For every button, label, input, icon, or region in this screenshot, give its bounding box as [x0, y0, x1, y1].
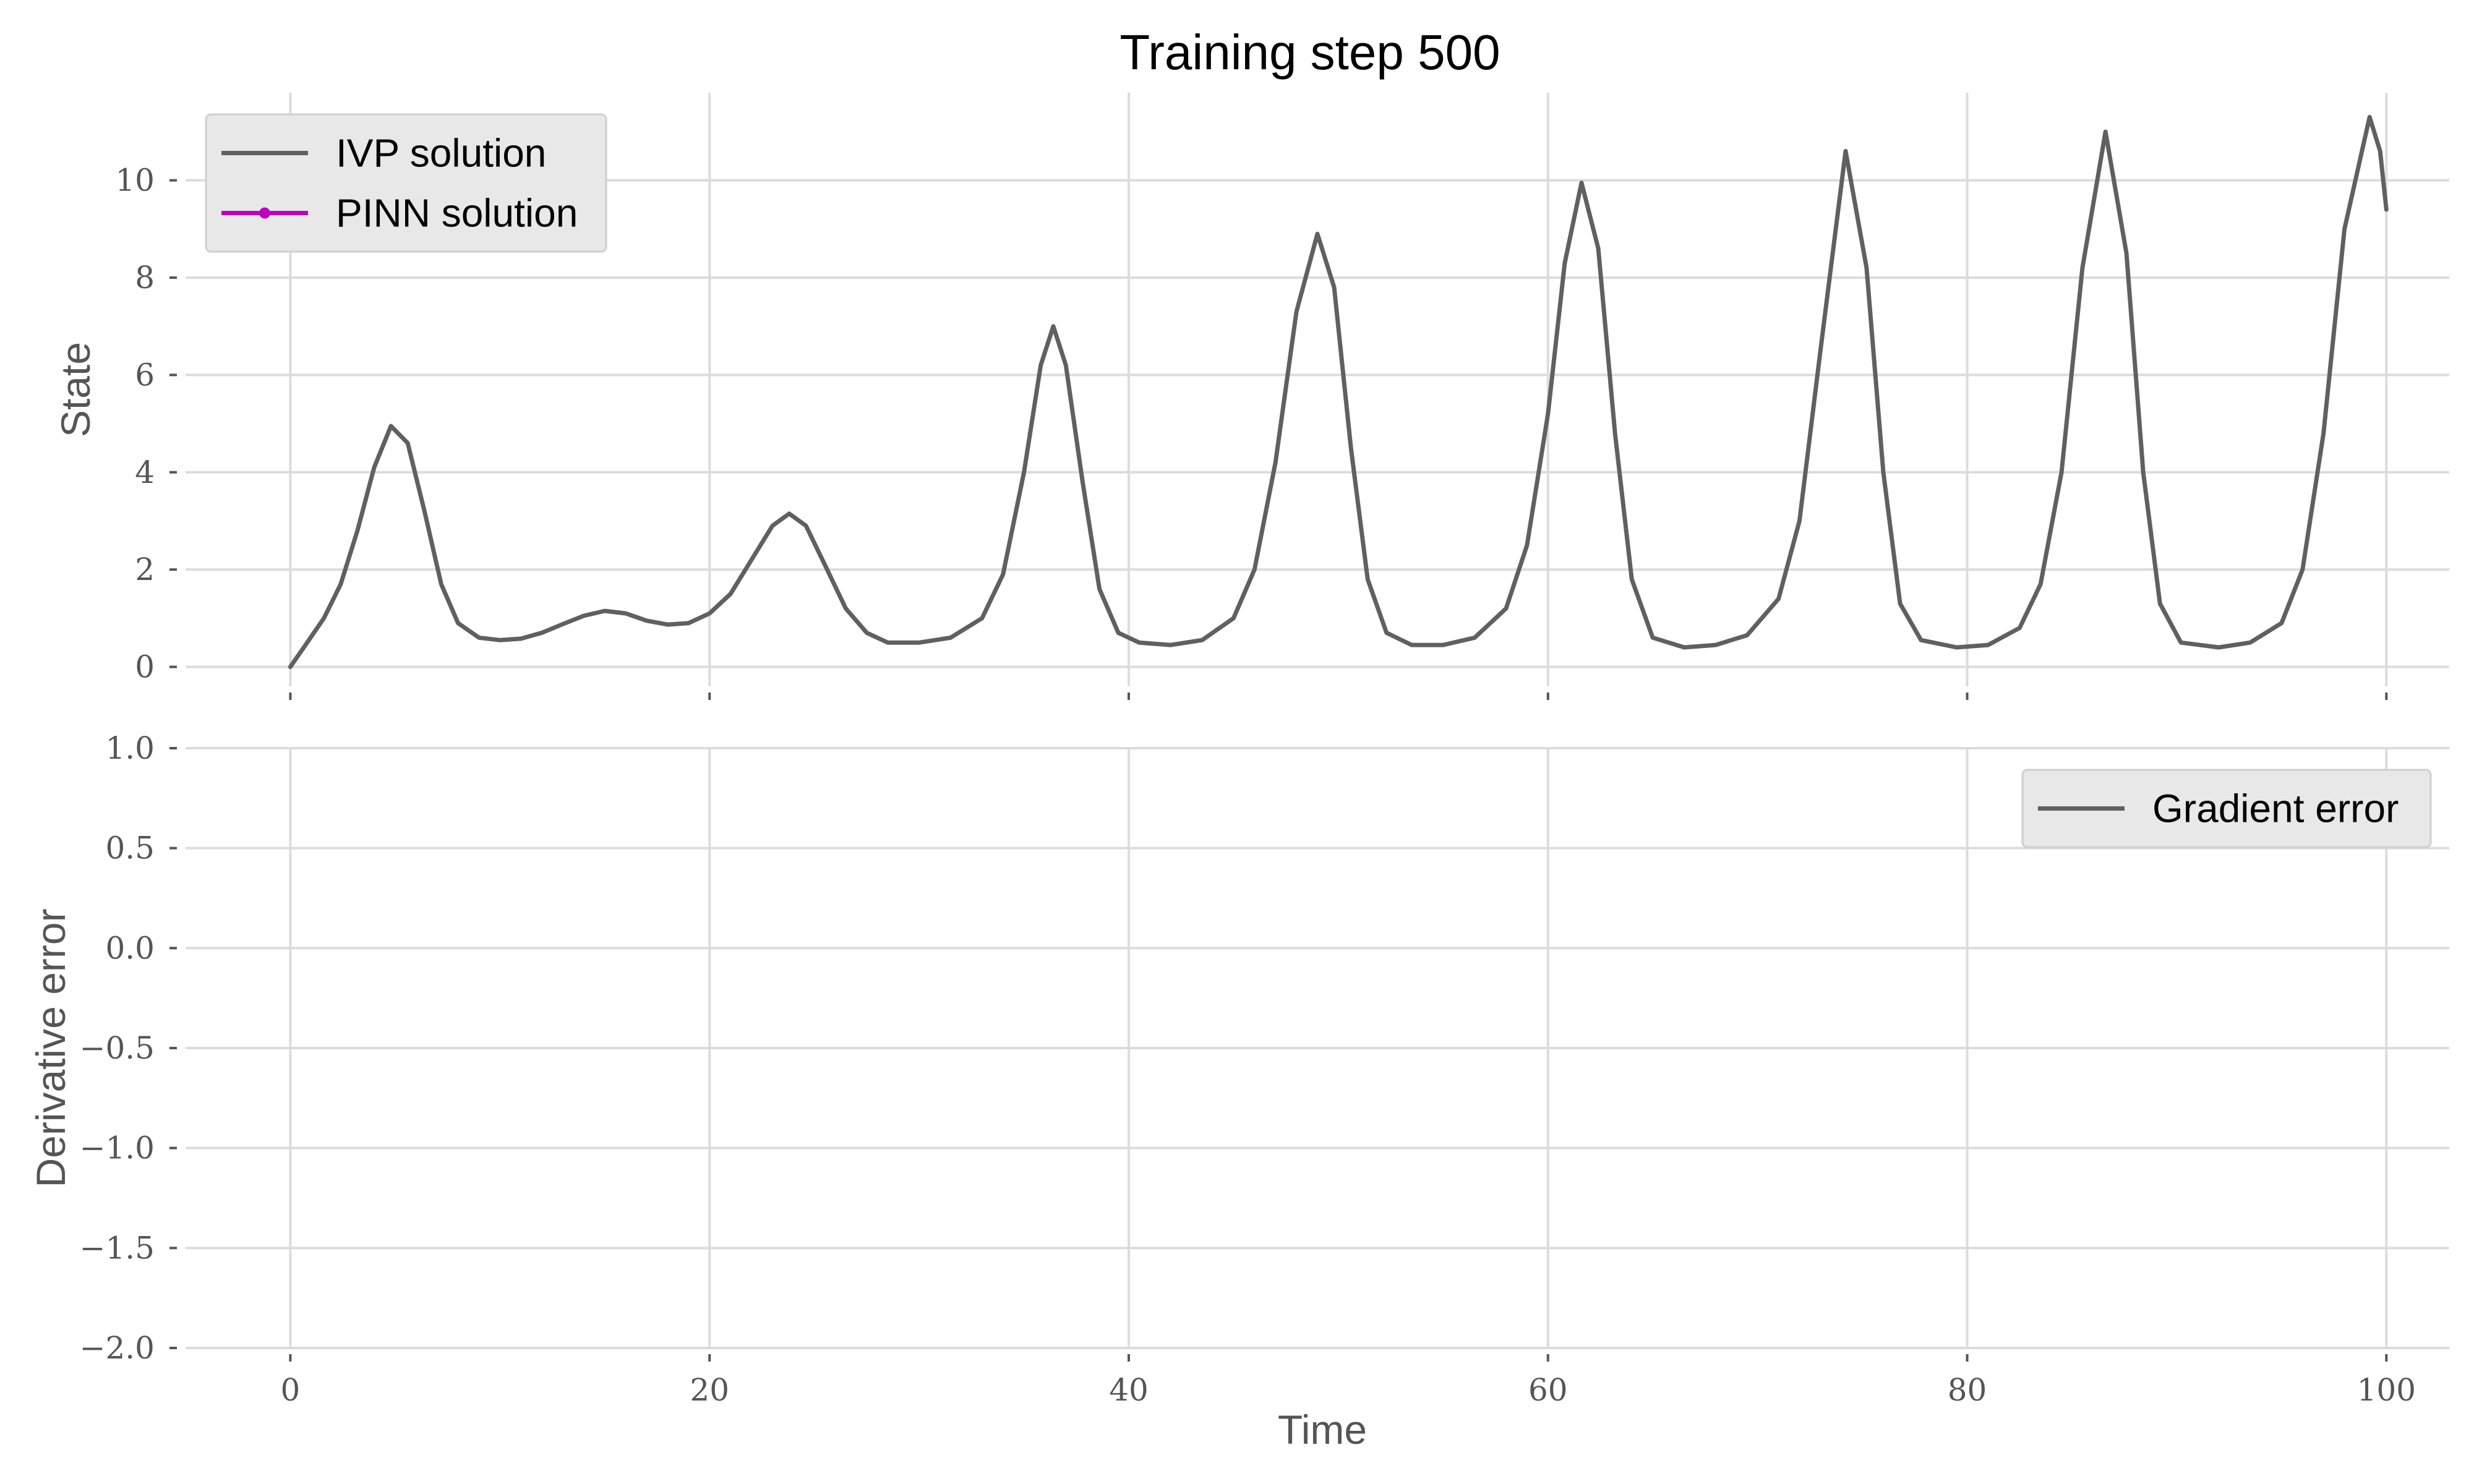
legend-label: Gradient error: [2152, 787, 2399, 831]
legend-label: IVP solution: [336, 131, 546, 176]
x-axis-label: Time: [1278, 1407, 1367, 1452]
panel2-y-tick-label: −0.5: [80, 1030, 155, 1066]
x-tick-label: 60: [1528, 1372, 1568, 1408]
panel1-y-axis-label: State: [53, 342, 98, 437]
panel1-y-tick-label: 6: [135, 357, 155, 393]
panel2-y-tick-label: 1.0: [105, 730, 155, 766]
x-tick-label: 100: [2357, 1372, 2416, 1408]
panel1-y-tick-label: 0: [135, 649, 155, 685]
chart-title: Training step 500: [1119, 25, 1500, 80]
x-tick-label: 40: [1109, 1372, 1149, 1408]
panel2-y-tick-label: −2.0: [80, 1330, 155, 1366]
series-line-ivp-solution: [288, 114, 2389, 669]
x-tick-label: 20: [690, 1372, 729, 1408]
panel2-legend: Gradient error: [2021, 769, 2432, 848]
panel2-y-tick-label: 0.0: [105, 930, 155, 966]
legend-label: PINN solution: [336, 191, 578, 236]
panel2-y-tick-label: 0.5: [105, 830, 155, 866]
panel1-y-tick-label: 10: [115, 163, 155, 198]
bottom-panel-derivative-error: 0 20 40 60 80 100 1.0 0.5 0.0 −0.5 −1.0 −1.5 −2.0 Der…: [28, 730, 2449, 1452]
panel2-y-axis-label: Derivative error: [28, 908, 74, 1187]
panel1-y-tick-label: 8: [135, 260, 155, 296]
x-tick-label: 0: [281, 1372, 301, 1408]
panel1-y-tick-label: 2: [135, 552, 155, 587]
legend-box: [2021, 769, 2432, 848]
legend-marker-dot: [259, 207, 270, 219]
panel2-y-tick-label: −1.0: [80, 1130, 155, 1166]
panel1-legend: IVP solution PINN solution: [205, 113, 607, 253]
legend-box: [205, 113, 607, 253]
x-tick-label: 80: [1948, 1372, 1987, 1408]
panel2-y-tick-label: −1.5: [80, 1230, 155, 1266]
top-panel-state: 0 2 4 6 8 10 State IVP solution PINN solution: [53, 93, 2449, 700]
panel1-y-tick-label: 4: [135, 454, 155, 490]
